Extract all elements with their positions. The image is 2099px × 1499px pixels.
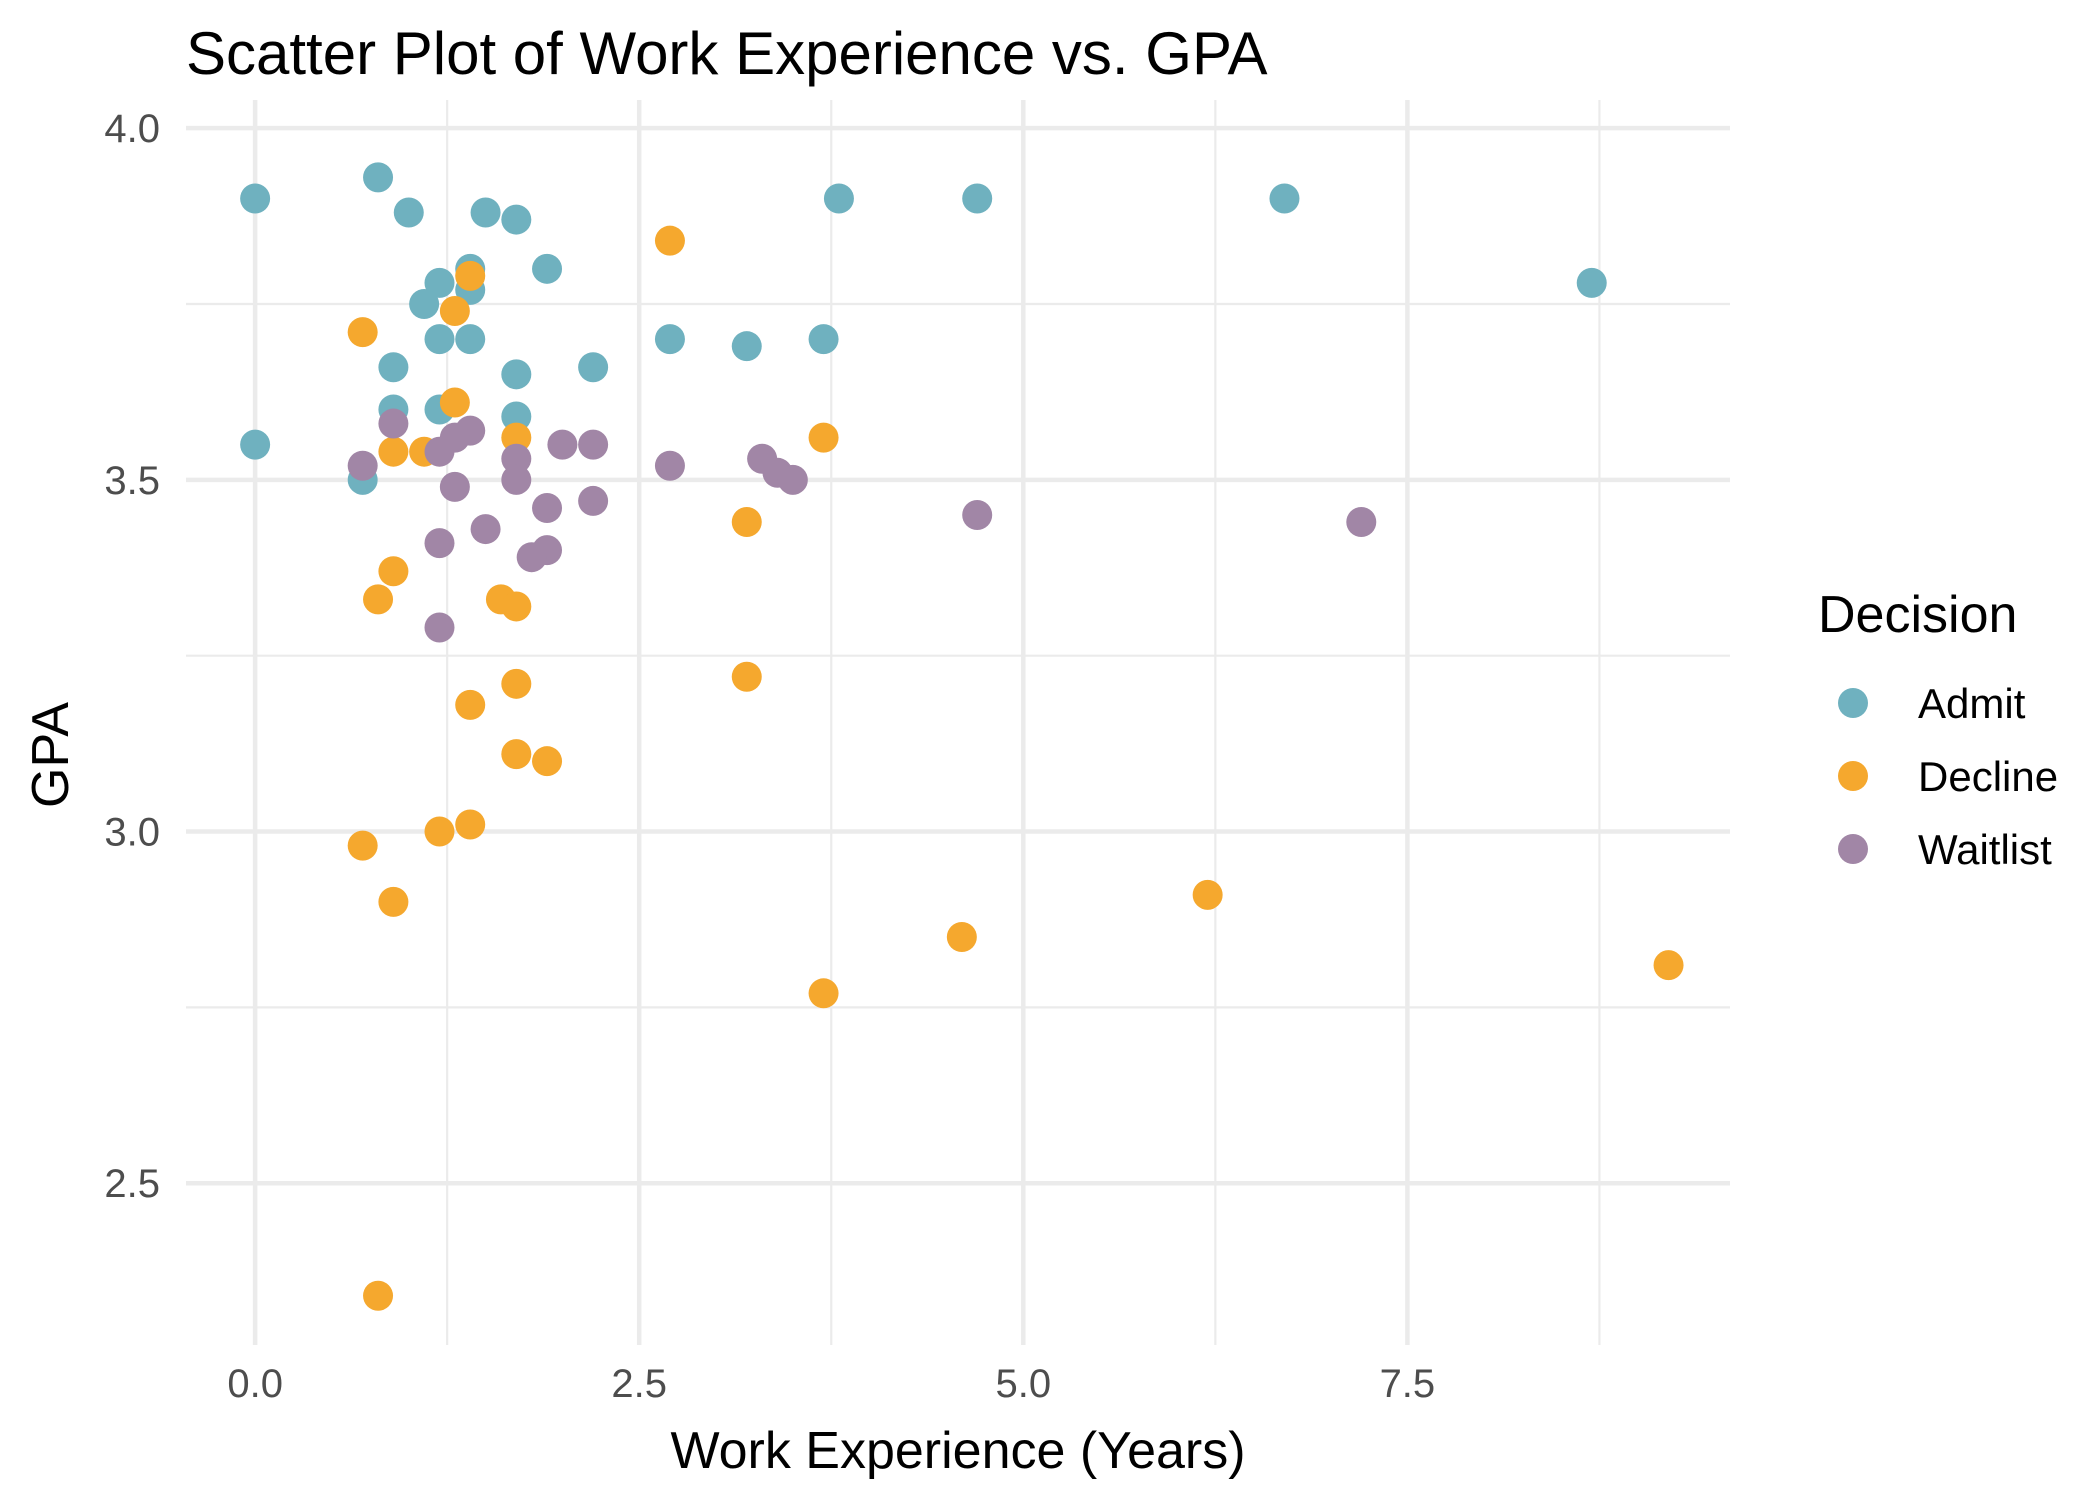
point-decline	[378, 886, 409, 917]
point-waitlist	[424, 612, 455, 643]
point-decline	[501, 591, 532, 622]
y-tick-label: 4.0	[104, 107, 160, 151]
point-waitlist	[578, 429, 609, 460]
point-waitlist	[424, 436, 455, 467]
point-admit	[470, 197, 501, 228]
point-decline	[946, 922, 977, 953]
legend-key-waitlist	[1838, 834, 1868, 864]
point-waitlist	[439, 471, 470, 502]
point-waitlist	[578, 485, 609, 516]
point-admit	[731, 331, 762, 362]
point-admit	[424, 324, 455, 355]
point-decline	[808, 978, 839, 1009]
point-decline	[347, 830, 378, 861]
point-admit	[240, 183, 271, 214]
point-waitlist	[777, 464, 808, 495]
point-decline	[501, 422, 532, 453]
point-decline	[654, 225, 685, 256]
point-decline	[501, 739, 532, 770]
point-admit	[1269, 183, 1300, 214]
x-axis-ticks: 0.0 2.5 5.0 7.5	[227, 1362, 1435, 1406]
point-decline	[378, 436, 409, 467]
point-admit	[363, 162, 394, 193]
point-decline	[439, 387, 470, 418]
point-decline	[731, 661, 762, 692]
point-decline	[501, 668, 532, 699]
x-tick-label: 5.0	[995, 1362, 1051, 1406]
legend-label-waitlist: Waitlist	[1918, 826, 2052, 873]
point-decline	[347, 317, 378, 348]
point-admit	[578, 352, 609, 383]
point-decline	[1192, 879, 1223, 910]
point-waitlist	[347, 450, 378, 481]
plot-grid	[186, 100, 1730, 1345]
y-tick-label: 3.5	[104, 459, 160, 503]
chart-title: Scatter Plot of Work Experience vs. GPA	[186, 20, 1268, 87]
point-waitlist	[501, 443, 532, 474]
legend-label-admit: Admit	[1918, 680, 2026, 727]
point-admit	[1576, 267, 1607, 298]
x-tick-label: 0.0	[227, 1362, 283, 1406]
point-waitlist	[654, 450, 685, 481]
y-tick-label: 2.5	[104, 1162, 160, 1206]
point-admit	[240, 429, 271, 460]
point-decline	[424, 816, 455, 847]
legend: Decision Admit Decline Waitlist	[1818, 586, 2058, 873]
point-decline	[532, 746, 563, 777]
point-waitlist	[424, 528, 455, 559]
point-admit	[501, 204, 532, 235]
point-decline	[808, 422, 839, 453]
point-decline	[378, 556, 409, 587]
point-decline	[363, 1280, 394, 1311]
legend-label-decline: Decline	[1918, 753, 2058, 800]
point-admit	[532, 253, 563, 284]
point-admit	[455, 324, 486, 355]
point-admit	[393, 197, 424, 228]
x-tick-label: 7.5	[1380, 1362, 1436, 1406]
point-admit	[962, 183, 993, 214]
point-waitlist	[962, 500, 993, 530]
point-waitlist	[1346, 507, 1377, 538]
point-decline	[363, 584, 394, 615]
point-admit	[823, 183, 854, 214]
legend-key-decline	[1838, 761, 1868, 791]
y-tick-label: 3.0	[104, 811, 160, 855]
point-admit	[654, 324, 685, 355]
point-admit	[424, 267, 455, 298]
point-waitlist	[532, 492, 563, 523]
point-waitlist	[470, 514, 501, 545]
y-axis-ticks: 2.5 3.0 3.5 4.0	[104, 107, 160, 1206]
legend-key-admit	[1838, 688, 1868, 718]
point-admit	[808, 324, 839, 355]
point-admit	[501, 359, 532, 390]
point-waitlist	[516, 542, 547, 573]
point-admit	[501, 401, 532, 432]
point-decline	[731, 507, 762, 538]
point-decline	[1653, 950, 1684, 981]
point-waitlist	[501, 464, 532, 495]
legend-title: Decision	[1818, 586, 2017, 644]
data-points	[240, 162, 1684, 1311]
point-decline	[455, 809, 486, 840]
point-decline	[455, 260, 486, 291]
point-admit	[378, 352, 409, 383]
point-admit	[409, 288, 440, 319]
x-axis-title: Work Experience (Years)	[670, 1422, 1245, 1480]
point-waitlist	[378, 408, 409, 439]
x-tick-label: 2.5	[611, 1362, 667, 1406]
point-decline	[439, 296, 470, 327]
point-decline	[455, 689, 486, 720]
y-axis-title: GPA	[22, 702, 80, 808]
point-waitlist	[547, 429, 578, 460]
